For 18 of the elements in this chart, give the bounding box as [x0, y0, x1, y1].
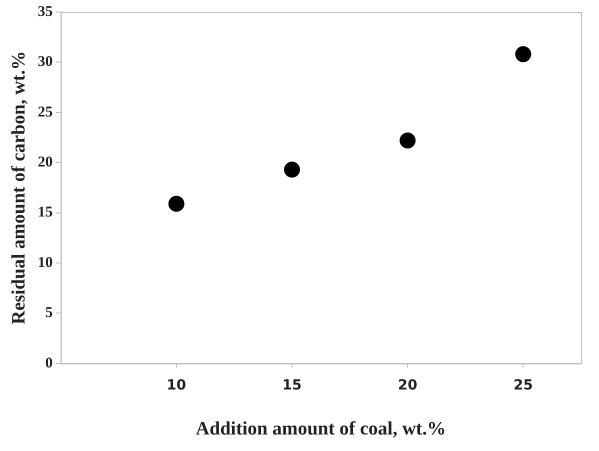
y-tick-label: 20	[38, 154, 53, 170]
x-tick-label: 20	[398, 377, 418, 394]
y-tick-label: 15	[38, 204, 53, 221]
y-tick-label: 25	[38, 104, 53, 120]
x-tick-label: 10	[166, 377, 186, 394]
point	[168, 196, 184, 212]
x-axis-title: Addition amount of coal, wt.%	[196, 418, 446, 440]
point	[400, 132, 416, 149]
x-tick-label: 15	[282, 377, 302, 394]
point	[515, 46, 532, 62]
y-tick-label: 5	[45, 305, 53, 322]
y-tick-label: 30	[38, 54, 53, 70]
y-tick-label: 0	[45, 355, 53, 372]
x-tick-label: 25	[513, 377, 533, 394]
point	[284, 162, 300, 178]
y-tick-label: 10	[38, 254, 53, 271]
y-tick-label: 35	[38, 4, 53, 20]
y-axis-title: Residual amount of carbon, wt.%	[8, 50, 30, 324]
